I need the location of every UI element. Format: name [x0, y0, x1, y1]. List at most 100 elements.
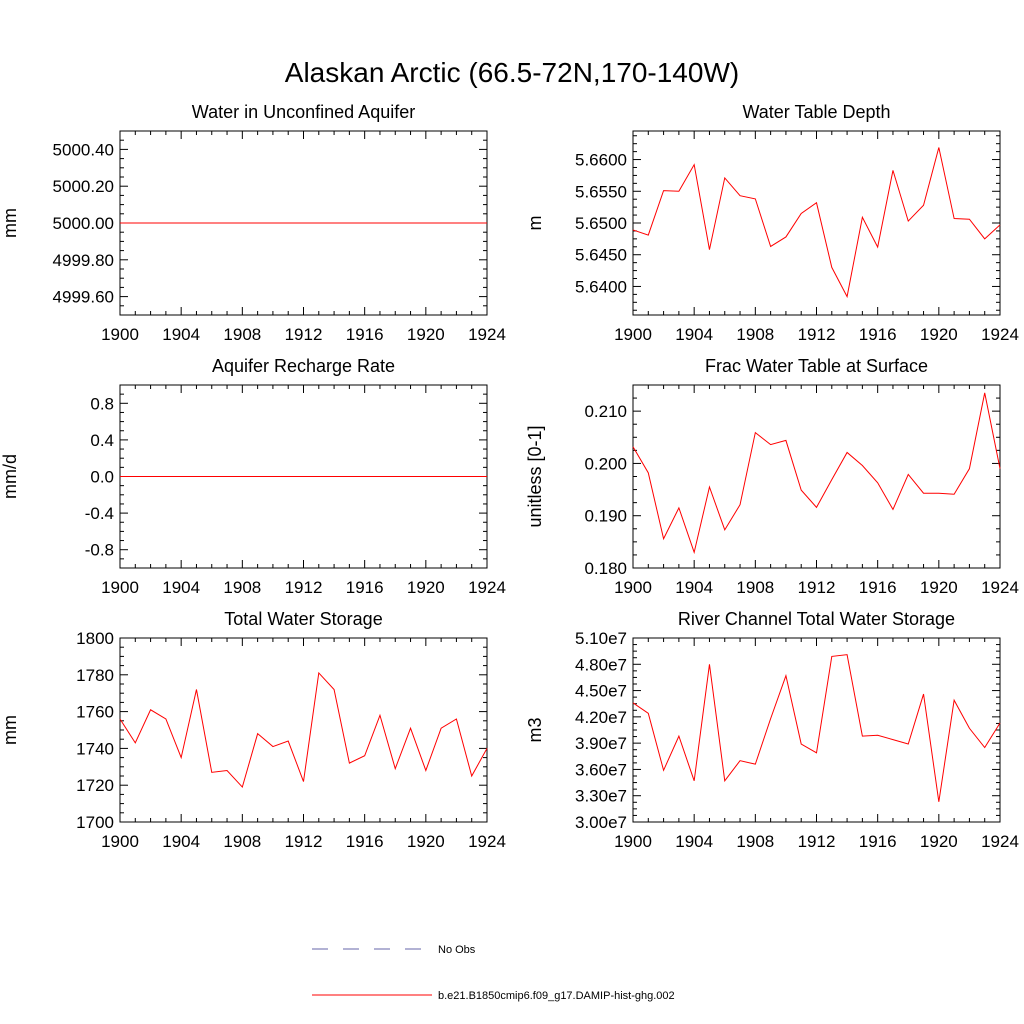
y-axis-label: m: [525, 216, 545, 231]
panels: Water in Unconfined Aquifer 1900 1904 1908 1…: [0, 102, 1019, 851]
y-axis-label: mm: [0, 715, 20, 745]
y-tick-label: 5.6600: [575, 151, 627, 170]
y-tick-label: 0.180: [584, 559, 627, 578]
y-axis-label: m3: [525, 717, 545, 742]
plot-frame: [119, 637, 488, 823]
x-tick-label: 1904: [675, 325, 713, 344]
y-tick-label: 1740: [76, 739, 114, 758]
x-tick-label: 1916: [859, 578, 897, 597]
x-tick-label: 1904: [675, 832, 713, 851]
y-tick-label: 1800: [76, 629, 114, 648]
panel-title: Water Table Depth: [742, 102, 890, 122]
x-tick-label: 1908: [223, 578, 261, 597]
x-tick-label: 1908: [736, 832, 774, 851]
x-tick-label: 1904: [162, 325, 200, 344]
y-tick-label: 5.6450: [575, 246, 627, 265]
y-tick-label: 4999.80: [53, 251, 114, 270]
x-tick-label: 1904: [675, 578, 713, 597]
x-tick-label: 1908: [223, 832, 261, 851]
x-tick-label: 1900: [614, 578, 652, 597]
y-tick-label: 1780: [76, 666, 114, 685]
x-tick-label: 1924: [981, 325, 1019, 344]
y-tick-label: 4.80e7: [575, 655, 627, 674]
y-tick-label: 5000.00: [53, 214, 114, 233]
y-tick-label: 0.210: [584, 402, 627, 421]
x-tick-label: 1912: [285, 325, 323, 344]
y-tick-label: 3.60e7: [575, 760, 627, 779]
x-tick-label: 1912: [285, 578, 323, 597]
figure-title: Alaskan Arctic (66.5-72N,170-140W): [285, 57, 739, 88]
x-tick-label: 1920: [920, 578, 958, 597]
y-tick-label: 5.6550: [575, 182, 627, 201]
x-tick-label: 1912: [798, 832, 836, 851]
x-tick-label: 1908: [736, 578, 774, 597]
x-tick-label: 1920: [407, 832, 445, 851]
y-axis-label: unitless [0-1]: [525, 425, 545, 527]
y-tick-label: 3.90e7: [575, 734, 627, 753]
x-tick-label: 1900: [614, 325, 652, 344]
plot-frame: [632, 384, 1001, 569]
panel-2: Water Table Depth 1900 1904 1908 1912 1916 192…: [525, 102, 1019, 344]
x-tick-label: 1904: [162, 578, 200, 597]
y-tick-label: 5.6500: [575, 214, 627, 233]
x-tick-label: 1908: [223, 325, 261, 344]
y-tick-label: -0.4: [85, 504, 114, 523]
x-tick-label: 1904: [162, 832, 200, 851]
x-tick-label: 1920: [407, 578, 445, 597]
y-tick-label: 4.20e7: [575, 708, 627, 727]
panel-title: Total Water Storage: [224, 609, 382, 629]
y-tick-label: 0.0: [90, 468, 114, 487]
x-tick-label: 1916: [346, 325, 384, 344]
series-line-1: [632, 392, 1001, 555]
panel-3: Aquifer Recharge Rate 1900 1904 1908 1912 191…: [0, 356, 506, 597]
x-tick-label: 1912: [798, 578, 836, 597]
y-tick-label: 4.50e7: [575, 682, 627, 701]
panel-4: Frac Water Table at Surface 1900 1904 1908 1…: [525, 356, 1019, 597]
panel-title: River Channel Total Water Storage: [678, 609, 955, 629]
y-tick-label: 0.190: [584, 507, 627, 526]
y-tick-label: 0.8: [90, 394, 114, 413]
y-tick-label: 0.200: [584, 454, 627, 473]
x-tick-label: 1900: [101, 832, 139, 851]
x-tick-label: 1924: [468, 578, 506, 597]
legend: No Obs b.e21.B1850cmip6.f09_g17.DAMIP-his…: [312, 944, 675, 1002]
y-tick-label: 5.10e7: [575, 629, 627, 648]
y-axis-label: mm/d: [0, 454, 20, 499]
y-tick-label: 5000.40: [53, 140, 114, 159]
y-tick-label: 5000.20: [53, 177, 114, 196]
series-line-1: [632, 654, 1001, 802]
y-tick-label: 0.4: [90, 431, 114, 450]
x-tick-label: 1916: [859, 325, 897, 344]
y-tick-label: -0.8: [85, 541, 114, 560]
panel-5: Total Water Storage 1900 1904 1908 1912 1916 1…: [0, 609, 506, 851]
series-line-1: [119, 671, 488, 789]
x-tick-label: 1924: [981, 832, 1019, 851]
x-tick-label: 1924: [468, 325, 506, 344]
plot-frame: [632, 637, 1001, 823]
x-tick-label: 1908: [736, 325, 774, 344]
x-tick-label: 1916: [346, 578, 384, 597]
x-tick-label: 1920: [920, 325, 958, 344]
panel-6: River Channel Total Water Storage 1900 190…: [525, 609, 1019, 851]
y-tick-label: 4999.60: [53, 288, 114, 307]
x-tick-label: 1900: [101, 578, 139, 597]
y-tick-label: 3.00e7: [575, 813, 627, 832]
x-tick-label: 1924: [468, 832, 506, 851]
panel-title: Frac Water Table at Surface: [705, 356, 928, 376]
panel-title: Aquifer Recharge Rate: [212, 356, 395, 376]
x-tick-label: 1920: [920, 832, 958, 851]
y-axis-label: mm: [0, 208, 20, 238]
legend-label-model: b.e21.B1850cmip6.f09_g17.DAMIP-hist-ghg.…: [438, 990, 675, 1002]
x-tick-label: 1916: [346, 832, 384, 851]
x-tick-label: 1920: [407, 325, 445, 344]
y-tick-label: 5.6400: [575, 277, 627, 296]
x-tick-label: 1900: [614, 832, 652, 851]
y-tick-label: 3.30e7: [575, 787, 627, 806]
x-tick-label: 1924: [981, 578, 1019, 597]
x-tick-label: 1900: [101, 325, 139, 344]
plot-frame: [632, 130, 1001, 316]
x-tick-label: 1916: [859, 832, 897, 851]
x-tick-label: 1912: [798, 325, 836, 344]
y-tick-label: 1720: [76, 776, 114, 795]
